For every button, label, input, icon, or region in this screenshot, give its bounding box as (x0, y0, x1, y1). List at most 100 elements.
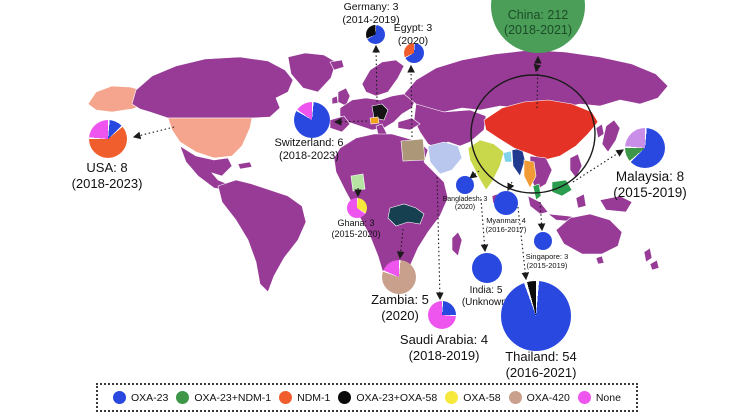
pie-chart-zambia (382, 260, 416, 294)
pie-chart-saudi-arabia (428, 301, 456, 329)
region-korea (595, 123, 605, 139)
pie-chart-myanmar (494, 191, 518, 215)
connector-china-circle (533, 61, 542, 73)
connectors (132, 44, 624, 301)
label-switzerland: Switzerland: 6 (2018-2023) (274, 137, 343, 163)
island-new-zealand (643, 247, 660, 271)
country-thailand (523, 159, 537, 189)
label-bangladesh: Bangladesh: 3 (2020) (443, 196, 488, 213)
legend-item-oxa-23-oxa-58: OXA-23+OXA-58 (338, 391, 437, 404)
legend-swatch-icon (176, 391, 190, 404)
pie-chart-thailand (501, 281, 571, 351)
connector-singapore (537, 201, 546, 232)
island-iceland (329, 59, 345, 71)
legend-item-ndm-1: NDM-1 (279, 391, 330, 404)
island-new-guinea (599, 195, 633, 213)
country-count-text: Zambia: 5 (371, 292, 429, 307)
pie-chart-singapore (534, 232, 552, 250)
legend-swatch-icon (508, 391, 522, 404)
country-count-text: Malaysia: 8 (615, 169, 685, 184)
pie-chart-bangladesh (456, 176, 474, 194)
country-period-text: (2018-2023) (71, 175, 143, 191)
country-period-text: (2020) (397, 34, 429, 47)
island-cuba (237, 161, 253, 170)
country-switzerland (369, 116, 380, 125)
country-count-text: Myanmar: 4 (486, 216, 526, 225)
country-period-text: (2020) (454, 204, 476, 212)
island-madagascar (451, 231, 463, 257)
legend-label: OXA-420 (526, 391, 570, 404)
label-thailand: Thailand: 54 (2016-2021) (505, 349, 577, 380)
country-period-text: (Unknown) (461, 297, 511, 308)
pie-chart-switzerland (294, 102, 330, 138)
connector-zambia (396, 228, 405, 260)
label-zambia: Zambia: 5 (2020) (371, 292, 429, 323)
legend-label: OXA-23+NDM-1 (194, 391, 272, 404)
country-canada (131, 56, 294, 119)
country-period-text: (2020) (381, 307, 419, 323)
legend-item-oxa-23-ndm-1: OXA-23+NDM-1 (176, 391, 271, 404)
legend-item-none: None (577, 391, 621, 404)
country-mexico-central-america (179, 145, 233, 191)
country-count-text: China: 212 (507, 8, 569, 22)
label-germany: Germany: 3 (2014-2019) (342, 1, 399, 26)
connector-germany (372, 44, 380, 103)
connector-india (480, 198, 489, 253)
legend-label: NDM-1 (297, 391, 331, 404)
label-myanmar: Myanmar: 4 (2016-2017) (486, 216, 527, 234)
island-uk (337, 87, 351, 107)
region-central-asia-middle-east (413, 103, 487, 149)
country-period-text: (2015-2020) (331, 228, 381, 239)
country-count-text: Saudi Arabia: 4 (399, 332, 489, 347)
island-ireland (331, 95, 339, 105)
connector-bangladesh (469, 170, 480, 179)
island-philippines (569, 153, 583, 179)
region-russia-north-asia (403, 49, 669, 113)
label-egypt: Egypt: 3 (2020) (394, 22, 433, 47)
country-period-text: (2018-2023) (279, 150, 339, 163)
connector-switzerland (333, 117, 368, 126)
country-usa (167, 117, 253, 159)
island-tasmania (595, 255, 605, 265)
label-malaysia: Malaysia: 8 (2015-2019) (613, 169, 687, 201)
country-india (467, 139, 505, 191)
legend-swatch-icon (279, 391, 293, 404)
connector-myanmar (507, 181, 515, 192)
legend: OXA-23 OXA-23+NDM-1 NDM-1 OXA-23+OXA-58 OXA-… (96, 383, 638, 412)
country-greenland (287, 52, 337, 93)
pie-chart-india (472, 253, 502, 283)
continent-south-america (217, 179, 307, 293)
legend-swatch-icon (445, 391, 459, 404)
label-china: China: 212 (2018-2021) (504, 8, 572, 38)
legend-label: OXA-58 (463, 391, 501, 404)
label-india: India: 5 (Unknown) (462, 285, 510, 309)
country-period-text: (2014-2019) (342, 13, 400, 26)
legend-swatch-icon (338, 391, 352, 404)
china-region-circle (470, 74, 596, 194)
country-count-text: India: 5 (469, 285, 503, 296)
country-count-text: Bangladesh: 3 (442, 196, 488, 203)
label-saudi-arabia: Saudi Arabia: 4 (2018-2019) (400, 332, 488, 363)
country-malaysia-peninsula (532, 183, 542, 201)
legend-label: OXA-23+OXA-58 (356, 391, 438, 404)
country-myanmar (511, 147, 526, 177)
connector-usa (132, 126, 175, 140)
country-zambia (387, 203, 425, 227)
legend-item-oxa-420: OXA-420 (508, 391, 570, 404)
country-count-text: Germany: 3 (343, 1, 399, 13)
country-germany (371, 103, 389, 121)
region-turkey (397, 117, 421, 131)
country-count-text: Ghana: 3 (337, 218, 375, 228)
pie-chart-germany (365, 24, 385, 44)
country-bangladesh (502, 150, 513, 163)
connector-malaysia (572, 149, 624, 183)
island-sumatra (527, 195, 549, 215)
legend-label: OXA-23 (131, 391, 169, 404)
country-period-text: (2015-2019) (526, 261, 568, 270)
country-count-text: USA: 8 (86, 160, 128, 175)
legend-swatch-icon (577, 391, 591, 404)
island-japan (601, 119, 621, 153)
country-period-text: (2018-2021) (503, 23, 573, 37)
